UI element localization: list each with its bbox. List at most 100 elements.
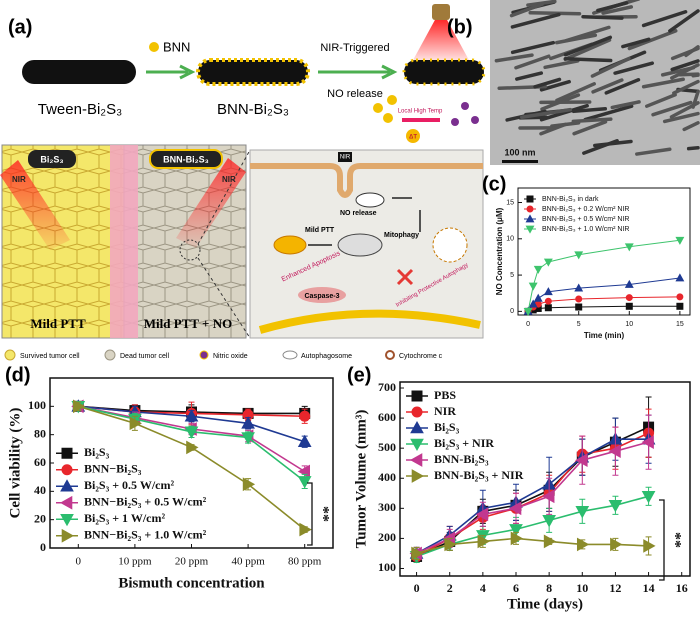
legend-text: BNN-Bi₂S₃ + NIR	[434, 468, 524, 482]
legend-text: Cytochrome c	[399, 353, 443, 360]
label: NIR	[12, 175, 26, 184]
panel-label: (c)	[482, 173, 506, 195]
marker	[300, 524, 311, 536]
label: Mild PTT	[305, 227, 335, 234]
marker	[676, 274, 683, 280]
marker	[530, 283, 537, 289]
tem-rod	[680, 74, 698, 75]
label: NO release	[327, 88, 383, 100]
marker	[677, 303, 683, 309]
marker	[545, 298, 551, 304]
legend-icon	[5, 350, 15, 360]
marker	[545, 305, 551, 311]
legend-text: BNN-Bi₂S₃ + 0.5 W/cm² NIR	[542, 216, 629, 223]
legend-text: Bi₂S₃ + 1 W/cm²	[84, 511, 165, 525]
label: NIR	[340, 155, 351, 161]
marker	[576, 296, 582, 302]
x-tick-label: 6	[513, 581, 519, 595]
rod	[404, 60, 484, 84]
panel-label: (b)	[447, 16, 473, 38]
legend-text: BNN-Bi₂S₃	[434, 452, 489, 466]
marker	[300, 411, 310, 421]
x-tick-label: 80 ppm	[288, 556, 322, 568]
x-tick-label: 12	[609, 581, 621, 595]
x-tick-label: 4	[480, 581, 486, 595]
legend-icon	[200, 351, 208, 359]
legend-text: BNN-Bi₂S₃ + 1.0 W/cm² NIR	[542, 226, 629, 233]
label: Local High Temp	[398, 109, 443, 115]
panel-label: (a)	[8, 16, 32, 38]
y-tick-label: 400	[378, 470, 396, 484]
tem-image	[490, 0, 700, 165]
x-tick-label: 2	[447, 581, 453, 595]
y-tick-label: 15	[506, 199, 514, 206]
marker	[412, 391, 422, 401]
arrow	[146, 66, 192, 78]
legend-text: Bi₂S₃	[84, 445, 110, 459]
y-axis-label: Cell viability (%)	[7, 408, 23, 519]
x-tick-label: 15	[676, 321, 684, 328]
y-tick-label: 300	[378, 500, 396, 514]
legend-text: NIR	[434, 404, 456, 418]
marker	[644, 540, 655, 552]
legend-icon	[386, 351, 394, 359]
panel-label: (e)	[347, 364, 371, 386]
rod	[198, 60, 308, 84]
label: Caspase-3	[304, 293, 339, 300]
x-axis-label: Bismuth concentration	[118, 575, 265, 591]
label: Mild PTT + NO	[144, 316, 232, 331]
marker	[299, 466, 310, 478]
mitochondrion	[274, 236, 306, 254]
tem-rod	[583, 17, 622, 18]
label: NO release	[340, 210, 377, 217]
marker	[544, 535, 555, 547]
legend-text: Nitric oxide	[213, 353, 248, 360]
legend-text: BNN−Bi₂S₃ + 1.0 W/cm²	[84, 528, 207, 542]
legend-text: Survived tumor cell	[20, 353, 80, 360]
y-tick-label: 80	[34, 426, 46, 440]
label: BNN-Bi₂S₃	[163, 154, 209, 164]
y-tick-label: 0	[40, 540, 46, 554]
legend-text: Bi₂S₃ + 0.5 W/cm²	[84, 478, 174, 492]
schematic: (a) Tween-Bi₂S₃ BNN BNN-Bi₂S₃ NIR-Trigge…	[0, 4, 484, 360]
y-tick-label: 60	[34, 455, 46, 469]
tem-rod	[565, 59, 610, 61]
bnn-dot	[373, 103, 383, 113]
marker	[62, 465, 72, 475]
y-tick-label: 700	[378, 380, 396, 394]
scale-label: 100 nm	[504, 147, 535, 157]
marker	[535, 295, 542, 301]
legend-text: BNN-Bi₂S₃ in dark	[542, 196, 599, 203]
marker	[62, 530, 73, 542]
legend-text: Bi₂S₃ + NIR	[434, 436, 494, 450]
marker	[62, 448, 72, 458]
x-tick-label: 16	[676, 581, 688, 595]
marker	[527, 196, 533, 202]
marker	[626, 303, 632, 309]
marker	[677, 294, 683, 300]
y-tick-label: 5	[510, 272, 514, 279]
y-tick-label: 100	[378, 560, 396, 574]
marker	[545, 259, 552, 265]
label: Mild PTT	[30, 316, 86, 331]
y-tick-label: 20	[34, 511, 46, 525]
legend-text: BNN-Bi₂S₃ + 0.2 W/cm² NIR	[542, 206, 629, 213]
bnn-dot	[387, 95, 397, 105]
marker	[299, 477, 311, 488]
legend-icon	[283, 351, 297, 359]
label: Bi₂S₃	[40, 154, 63, 164]
marker	[61, 497, 72, 509]
autophagosome	[433, 228, 467, 262]
tem-rod	[689, 148, 698, 149]
y-tick-label: 200	[378, 530, 396, 544]
x-tick-label: 40 ppm	[231, 556, 265, 568]
marker	[535, 266, 542, 272]
legend-icon	[105, 350, 115, 360]
marker	[576, 304, 582, 310]
legend-text: BNN−Bi₂S₃ + 0.5 W/cm²	[84, 495, 207, 509]
x-tick-label: 0	[76, 556, 82, 568]
x-tick-label: 20 ppm	[175, 556, 209, 568]
x-axis-label: Time (min)	[584, 331, 625, 340]
legend-text: Autophagosome	[301, 353, 352, 360]
scale-bar	[502, 160, 538, 163]
